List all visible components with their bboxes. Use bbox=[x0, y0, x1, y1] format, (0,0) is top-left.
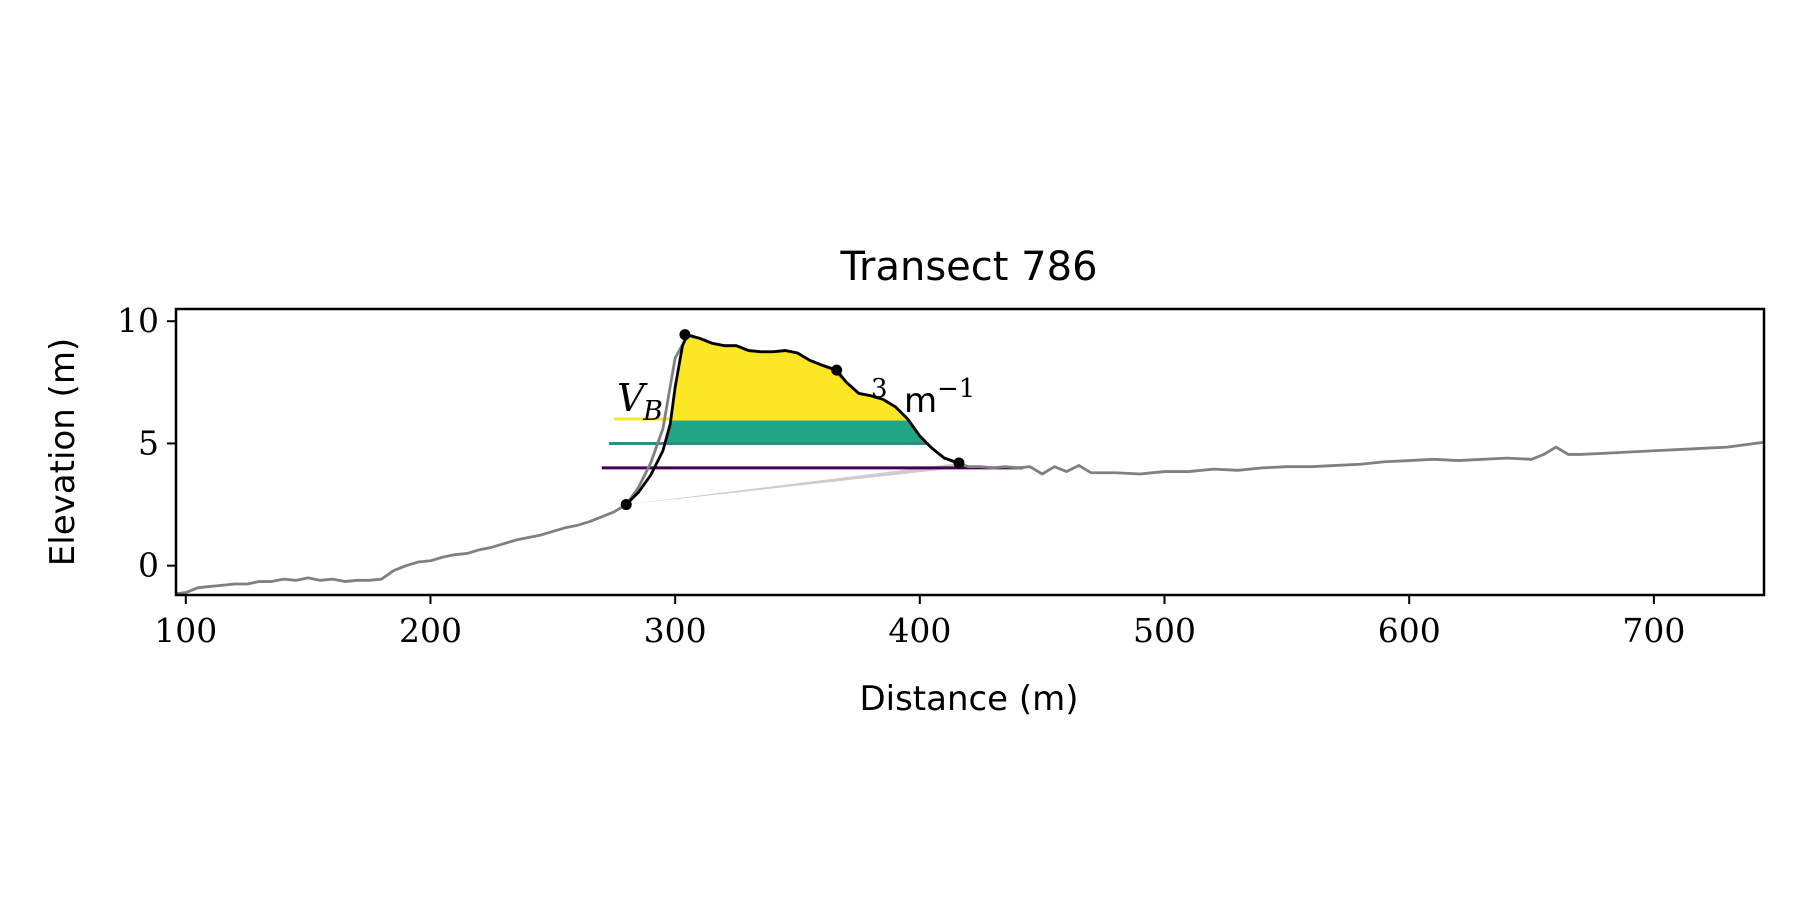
x-tick-label: 500 bbox=[1133, 611, 1196, 650]
x-axis: 100 200 300 400 500 600 700 bbox=[154, 595, 1685, 650]
chart-title: Transect 786 bbox=[839, 244, 1097, 290]
y-tick-label: 5 bbox=[138, 423, 159, 462]
x-tick-label: 300 bbox=[644, 611, 707, 650]
y-tick-label: 0 bbox=[138, 546, 159, 585]
annotation-right: 3 m −1 bbox=[871, 374, 975, 421]
annotation-unit: m bbox=[904, 381, 937, 421]
key-point-0 bbox=[620, 499, 632, 511]
x-axis-label: Distance (m) bbox=[859, 679, 1078, 719]
x-tick-label: 600 bbox=[1378, 611, 1441, 650]
y-axis-label: Elevation (m) bbox=[43, 338, 83, 566]
key-point-1 bbox=[679, 329, 691, 341]
y-axis: 0 5 10 bbox=[117, 301, 176, 585]
x-tick-label: 200 bbox=[399, 611, 462, 650]
x-tick-label: 100 bbox=[154, 611, 217, 650]
axes-frame bbox=[174, 307, 1766, 597]
x-tick-label: 400 bbox=[888, 611, 951, 650]
plot-area bbox=[176, 329, 1764, 595]
toe-wedge-area bbox=[626, 463, 959, 505]
x-tick-label: 700 bbox=[1622, 611, 1685, 650]
y-tick-label: 10 bbox=[117, 301, 159, 340]
annotation-superscript: 3 bbox=[871, 374, 888, 404]
annotation-left: V B bbox=[617, 376, 663, 427]
key-point-2 bbox=[831, 364, 843, 376]
dune-outline bbox=[625, 333, 960, 506]
volume-band-mid bbox=[664, 419, 928, 444]
annotation-unit-exponent: −1 bbox=[937, 374, 975, 404]
key-point-3 bbox=[953, 457, 965, 469]
annotation-v: V bbox=[617, 376, 648, 420]
annotation-v-subscript: B bbox=[642, 396, 663, 427]
volume-band-top bbox=[670, 335, 908, 419]
